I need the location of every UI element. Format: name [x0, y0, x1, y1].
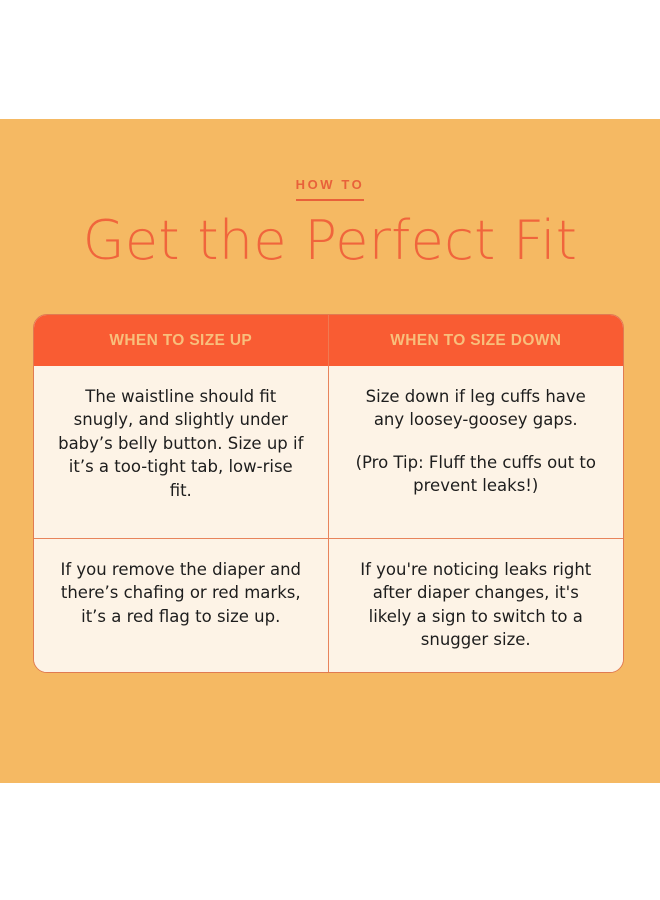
page-title: Get the Perfect Fit — [82, 209, 578, 272]
size-guidance-table: WHEN TO SIZE UP WHEN TO SIZE DOWN The wa… — [33, 314, 624, 673]
eyebrow-container: HOW TO — [0, 176, 660, 201]
column-header-size-down: WHEN TO SIZE DOWN — [390, 332, 562, 349]
table-header-row: WHEN TO SIZE UP WHEN TO SIZE DOWN — [34, 315, 623, 366]
eyebrow-label: HOW TO — [295, 177, 365, 201]
cell-paragraph-pro-tip: (Pro Tip: Fluff the cuffs out to prevent… — [355, 452, 596, 496]
cell-size-up-2: If you remove the diaper and there’s cha… — [34, 539, 329, 672]
cell-size-down-2: If you're noticing leaks right after dia… — [328, 539, 623, 672]
orange-panel: HOW TO Get the Perfect Fit WHEN TO SIZE … — [0, 119, 660, 783]
table-row: If you remove the diaper and there’s cha… — [34, 539, 623, 672]
table-row: The waistline should fit snugly, and sli… — [34, 366, 623, 539]
cell-size-down-1: Size down if leg cuffs have any loosey-g… — [328, 366, 623, 538]
column-header-size-up: WHEN TO SIZE UP — [34, 315, 329, 366]
cell-size-up-1: The waistline should fit snugly, and sli… — [34, 366, 329, 538]
cell-paragraph: If you're noticing leaks right after dia… — [360, 560, 592, 650]
cell-paragraph: Size down if leg cuffs have any loosey-g… — [365, 387, 586, 430]
cell-paragraph: If you remove the diaper and there’s cha… — [60, 560, 302, 626]
cell-paragraph: The waistline should fit snugly, and sli… — [58, 387, 304, 500]
